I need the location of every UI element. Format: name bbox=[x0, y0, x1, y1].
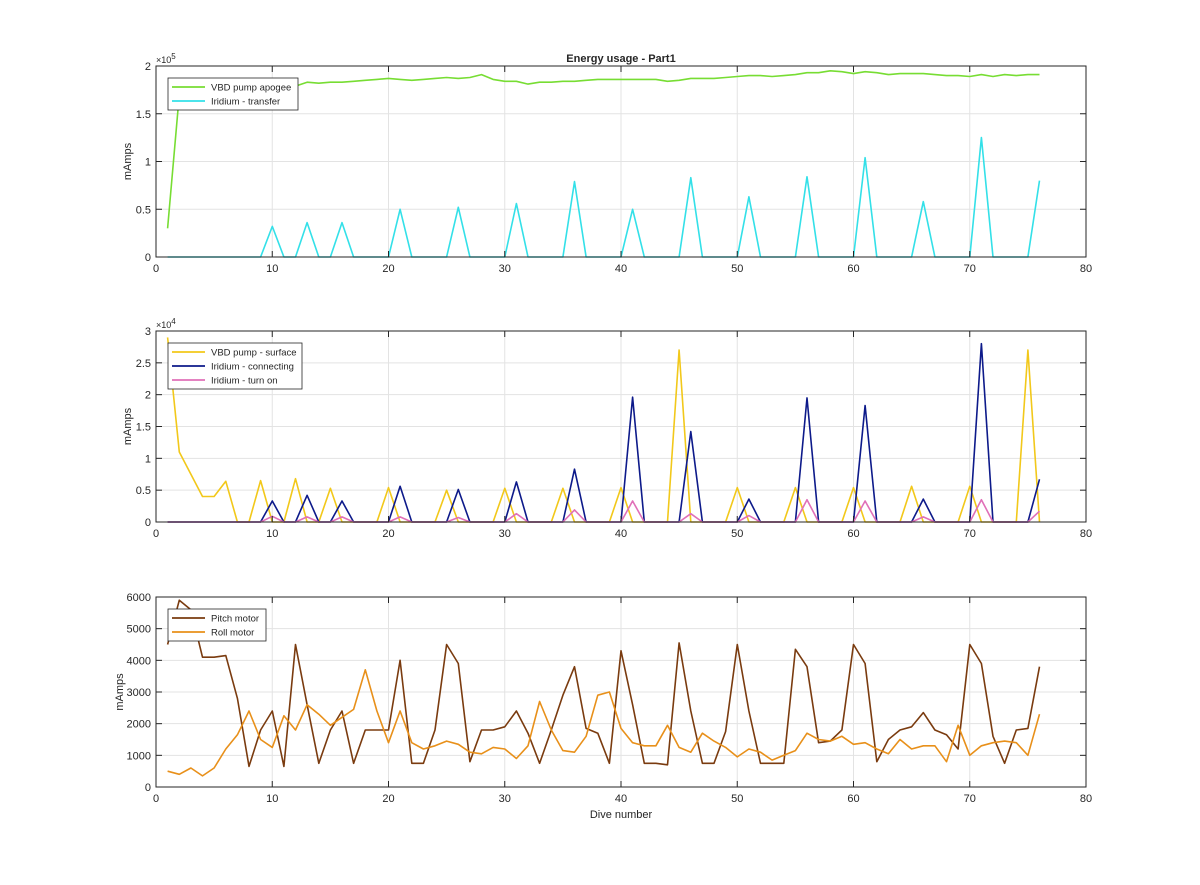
x-tick-label: 50 bbox=[731, 263, 743, 275]
chart-title: Energy usage - Part1 bbox=[566, 53, 675, 65]
x-tick-label: 0 bbox=[153, 528, 159, 540]
x-tick-label: 40 bbox=[615, 263, 627, 275]
subplot-2: 0 10 20 30 40 50 60 70 80 0 0.5 1 1.5 2 2.5 3 ×104 mAmps V… bbox=[122, 317, 1092, 540]
series-line-1 bbox=[166, 599, 1041, 768]
y-axis-label: mAmps bbox=[122, 407, 134, 445]
x-tick-label: 0 bbox=[153, 793, 159, 805]
legend: Pitch motor Roll motor bbox=[167, 608, 267, 642]
x-tick-label: 70 bbox=[964, 263, 976, 275]
x-tick-label: 10 bbox=[266, 263, 278, 275]
y-tick-label: 6000 bbox=[127, 592, 151, 604]
y-exponent-label: ×104 bbox=[156, 317, 176, 330]
y-tick-label: 0 bbox=[145, 782, 151, 794]
y-tick-label: 4000 bbox=[127, 655, 151, 667]
x-tick-label: 30 bbox=[499, 528, 511, 540]
legend-entry-2: Iridium - connecting bbox=[211, 362, 294, 373]
y-exponent-power: 5 bbox=[171, 52, 176, 61]
x-tick-label: 60 bbox=[847, 793, 859, 805]
x-tick-label: 80 bbox=[1080, 528, 1092, 540]
y-tick-label: 3000 bbox=[127, 687, 151, 699]
y-tick-label: 1 bbox=[145, 157, 151, 169]
x-tick-label: 0 bbox=[153, 263, 159, 275]
x-tick-label: 80 bbox=[1080, 263, 1092, 275]
y-tick-label: 0.5 bbox=[136, 485, 151, 497]
y-axis-label: mAmps bbox=[122, 142, 134, 180]
legend-entry-3: Iridium - turn on bbox=[211, 376, 278, 387]
x-tick-label: 60 bbox=[847, 528, 859, 540]
y-tick-label: 1 bbox=[145, 453, 151, 465]
y-tick-label: 5000 bbox=[127, 624, 151, 636]
x-tick-label: 30 bbox=[499, 793, 511, 805]
legend-entry-1: Pitch motor bbox=[211, 614, 259, 625]
series-line-1 bbox=[166, 70, 1040, 229]
x-tick-label: 80 bbox=[1080, 793, 1092, 805]
y-tick-label: 3 bbox=[145, 326, 151, 338]
x-tick-label: 40 bbox=[615, 528, 627, 540]
y-tick-label: 0 bbox=[145, 517, 151, 529]
y-tick-label: 1.5 bbox=[136, 109, 151, 121]
legend-entry-2: Iridium - transfer bbox=[211, 97, 280, 108]
x-tick-label: 30 bbox=[499, 263, 511, 275]
y-axis-label: mAmps bbox=[114, 673, 126, 711]
series-line-2 bbox=[167, 668, 1041, 777]
legend-box bbox=[167, 77, 299, 111]
x-axis-label: Dive number bbox=[590, 809, 653, 821]
x-tick-label: 20 bbox=[382, 793, 394, 805]
subplot-3: 0 10 20 30 40 50 60 70 80 0 1000 2000 3000 4000 5000 60… bbox=[114, 592, 1092, 821]
y-tick-label: 2 bbox=[145, 61, 151, 73]
y-exponent-base: ×10 bbox=[156, 55, 171, 65]
x-tick-label: 20 bbox=[382, 263, 394, 275]
legend: VBD pump - surface Iridium - connecting Ir… bbox=[167, 342, 303, 390]
x-tick-label: 70 bbox=[964, 528, 976, 540]
y-exponent-power: 4 bbox=[171, 317, 176, 326]
subplots: 0 10 20 30 40 50 60 70 8000.511.52×105mAmpsEnerg… bbox=[114, 52, 1092, 821]
y-tick-label: 2.5 bbox=[136, 358, 151, 370]
legend-entry-1: VBD pump apogee bbox=[211, 83, 291, 94]
x-tick-label: 70 bbox=[964, 793, 976, 805]
x-tick-label: 40 bbox=[615, 793, 627, 805]
legend-entry-1: VBD pump - surface bbox=[211, 348, 297, 359]
x-tick-label: 10 bbox=[266, 528, 278, 540]
y-tick-label: 1000 bbox=[127, 750, 151, 762]
y-tick-label: 2000 bbox=[127, 719, 151, 731]
y-tick-label: 0.5 bbox=[136, 204, 151, 216]
legend-box bbox=[167, 608, 267, 642]
y-exponent-base: ×10 bbox=[156, 320, 171, 330]
x-tick-label: 60 bbox=[847, 263, 859, 275]
y-tick-label: 0 bbox=[145, 252, 151, 264]
y-tick-label: 2 bbox=[145, 390, 151, 402]
subplot-1: 0 10 20 30 40 50 60 70 80 0 0.5 1 1.5 2 ×105 mAmps Energ… bbox=[122, 52, 1092, 275]
y-exponent-label: ×105 bbox=[156, 52, 176, 65]
y-tick-label: 1.5 bbox=[136, 422, 151, 434]
x-tick-label: 50 bbox=[731, 528, 743, 540]
x-tick-label: 20 bbox=[382, 528, 394, 540]
legend-entry-2: Roll motor bbox=[211, 628, 254, 639]
x-tick-label: 10 bbox=[266, 793, 278, 805]
x-tick-label: 50 bbox=[731, 793, 743, 805]
legend: VBD pump apogee Iridium - transfer bbox=[167, 77, 299, 111]
